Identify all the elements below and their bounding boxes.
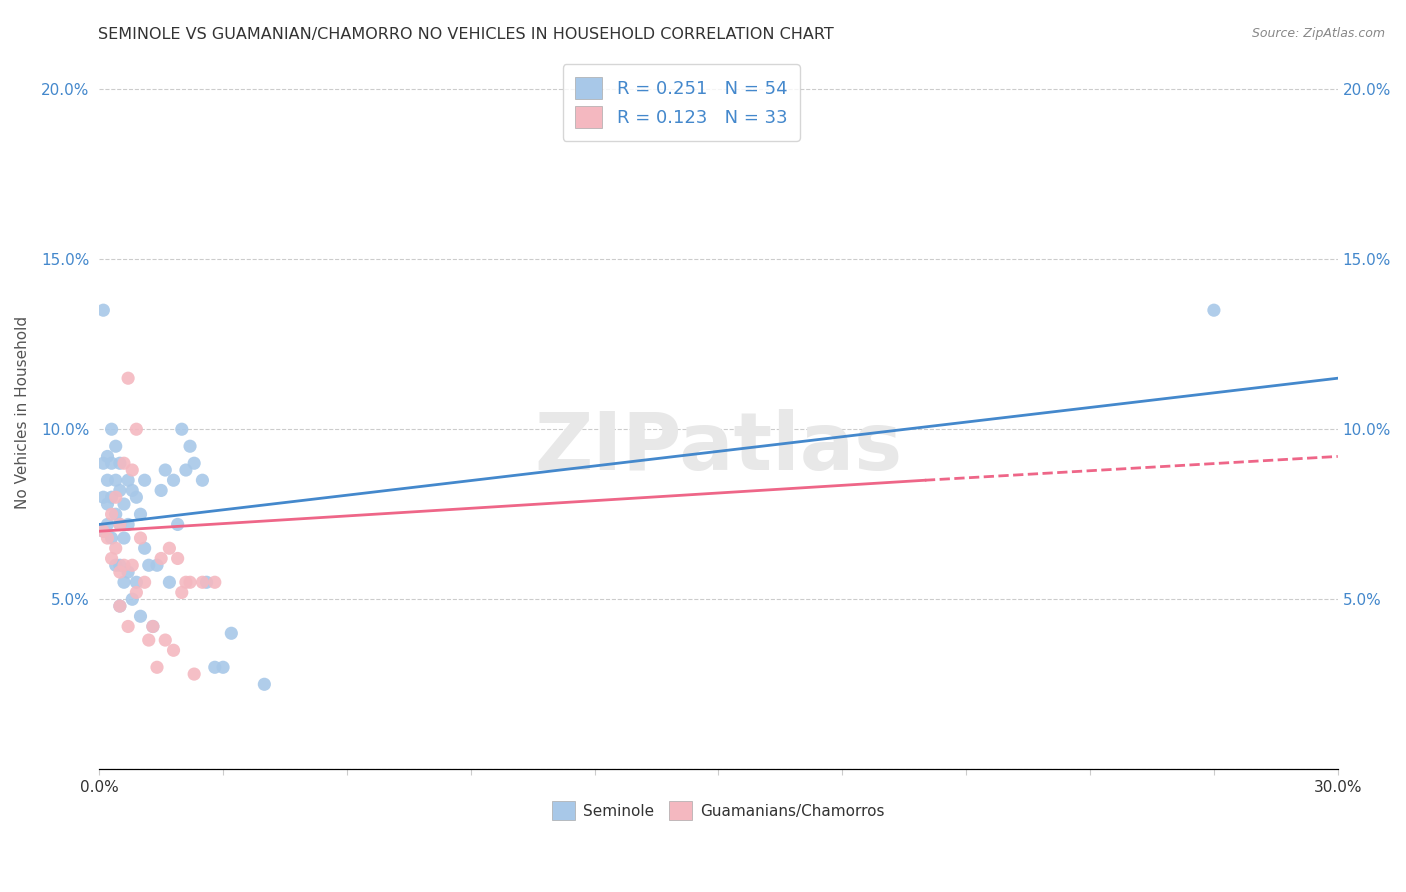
Point xyxy=(129,609,152,624)
Point xyxy=(150,551,173,566)
Point xyxy=(204,575,226,590)
Point xyxy=(108,483,131,498)
Point xyxy=(155,633,177,648)
Point xyxy=(108,599,131,613)
Point xyxy=(191,473,214,487)
Point xyxy=(117,473,139,487)
Point xyxy=(108,456,131,470)
Point xyxy=(125,490,148,504)
Point xyxy=(104,558,127,573)
Point xyxy=(104,439,127,453)
Point xyxy=(155,463,177,477)
Point xyxy=(125,422,148,436)
Point xyxy=(91,524,114,539)
Point xyxy=(112,456,135,470)
Point xyxy=(112,531,135,545)
Point xyxy=(170,422,193,436)
Point xyxy=(121,592,143,607)
Point xyxy=(166,517,188,532)
Text: SEMINOLE VS GUAMANIAN/CHAMORRO NO VEHICLES IN HOUSEHOLD CORRELATION CHART: SEMINOLE VS GUAMANIAN/CHAMORRO NO VEHICL… xyxy=(98,27,834,42)
Point xyxy=(108,565,131,579)
Point xyxy=(104,508,127,522)
Point xyxy=(100,456,122,470)
Point xyxy=(183,456,205,470)
Point xyxy=(138,633,160,648)
Point xyxy=(166,551,188,566)
Point xyxy=(134,473,156,487)
Point xyxy=(100,422,122,436)
Point xyxy=(134,575,156,590)
Point xyxy=(179,575,201,590)
Text: ZIPatlas: ZIPatlas xyxy=(534,409,903,487)
Point xyxy=(108,517,131,532)
Point xyxy=(104,473,127,487)
Point xyxy=(253,677,276,691)
Point xyxy=(112,575,135,590)
Point xyxy=(96,497,118,511)
Point xyxy=(221,626,243,640)
Point xyxy=(117,619,139,633)
Point xyxy=(195,575,218,590)
Point xyxy=(146,660,169,674)
Point xyxy=(204,660,226,674)
Point xyxy=(157,575,180,590)
Point xyxy=(100,508,122,522)
Point xyxy=(162,473,184,487)
Point xyxy=(191,575,214,590)
Point xyxy=(170,585,193,599)
Point xyxy=(104,541,127,556)
Point xyxy=(142,619,165,633)
Point xyxy=(150,483,173,498)
Y-axis label: No Vehicles in Household: No Vehicles in Household xyxy=(15,316,30,508)
Point xyxy=(121,463,143,477)
Point xyxy=(112,497,135,511)
Point xyxy=(125,585,148,599)
Point xyxy=(108,558,131,573)
Point xyxy=(104,490,127,504)
Point xyxy=(121,558,143,573)
Point xyxy=(108,599,131,613)
Point xyxy=(112,558,135,573)
Point xyxy=(91,490,114,504)
Point xyxy=(117,517,139,532)
Point xyxy=(179,439,201,453)
Point xyxy=(129,508,152,522)
Point xyxy=(174,575,197,590)
Point xyxy=(183,667,205,681)
Point xyxy=(91,303,114,318)
Point xyxy=(91,456,114,470)
Point xyxy=(96,450,118,464)
Point xyxy=(212,660,235,674)
Point xyxy=(162,643,184,657)
Point xyxy=(96,531,118,545)
Point xyxy=(134,541,156,556)
Point xyxy=(129,531,152,545)
Point xyxy=(142,619,165,633)
Point xyxy=(100,531,122,545)
Point xyxy=(96,473,118,487)
Point xyxy=(100,490,122,504)
Point xyxy=(1202,303,1225,318)
Point xyxy=(100,551,122,566)
Point xyxy=(108,517,131,532)
Point xyxy=(157,541,180,556)
Point xyxy=(125,575,148,590)
Text: Source: ZipAtlas.com: Source: ZipAtlas.com xyxy=(1251,27,1385,40)
Point xyxy=(117,371,139,385)
Point xyxy=(174,463,197,477)
Legend: Seminole, Guamanians/Chamorros: Seminole, Guamanians/Chamorros xyxy=(547,795,890,826)
Point xyxy=(96,517,118,532)
Point xyxy=(146,558,169,573)
Point xyxy=(117,565,139,579)
Point xyxy=(121,483,143,498)
Point xyxy=(91,524,114,539)
Point xyxy=(138,558,160,573)
